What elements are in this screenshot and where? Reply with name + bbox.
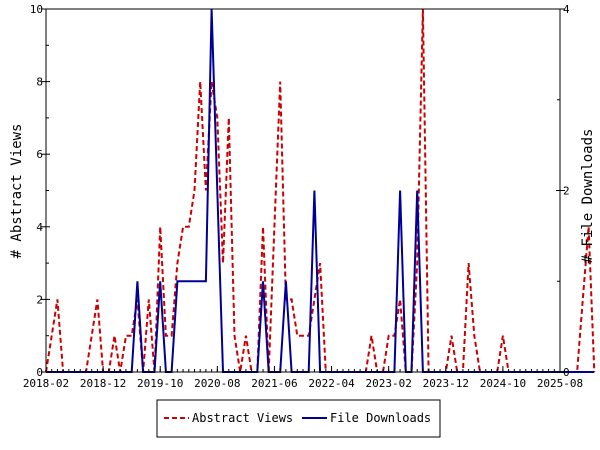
plot-frame xyxy=(46,9,560,372)
x-tick-label: 2018-02 xyxy=(23,377,69,390)
y-left-tick-label: 0 xyxy=(36,366,43,379)
x-tick-label: 2019-10 xyxy=(137,377,183,390)
y-left-tick-label: 4 xyxy=(36,221,43,234)
x-tick-label: 2025-08 xyxy=(537,377,583,390)
y-left-tick-label: 8 xyxy=(36,76,43,89)
ticks-group: 2018-02 2018-12 2019-10 2020-08 2021-06 2022-… xyxy=(23,3,583,390)
y-left-axis-title: # Abstract Views xyxy=(9,124,25,259)
x-tick-label: 2020-08 xyxy=(194,377,240,390)
y-left-tick-label: 6 xyxy=(36,148,43,161)
y-right-tick-label: 2 xyxy=(563,185,570,198)
legend-label-file-downloads: File Downloads xyxy=(330,411,431,425)
y-left-tick-label: 2 xyxy=(36,293,43,306)
y-left-tick-label: 10 xyxy=(30,3,43,16)
series-line-abstract-views xyxy=(46,9,594,372)
series-line-file-downloads xyxy=(46,9,594,372)
x-tick-label: 2023-02 xyxy=(365,377,411,390)
x-tick-label: 2022-04 xyxy=(308,377,355,390)
y-right-tick-label: 4 xyxy=(563,3,570,16)
x-tick-label: 2024-10 xyxy=(480,377,526,390)
x-tick-label: 2018-12 xyxy=(80,377,126,390)
legend: Abstract Views File Downloads xyxy=(157,400,440,437)
legend-label-abstract-views: Abstract Views xyxy=(192,411,293,425)
series-group xyxy=(46,9,594,372)
x-tick-label: 2021-06 xyxy=(251,377,297,390)
plot-border xyxy=(46,9,560,372)
y-right-axis-title: # File Downloads xyxy=(580,129,596,264)
x-tick-label: 2023-12 xyxy=(423,377,469,390)
y-right-tick-label: 0 xyxy=(563,366,570,379)
